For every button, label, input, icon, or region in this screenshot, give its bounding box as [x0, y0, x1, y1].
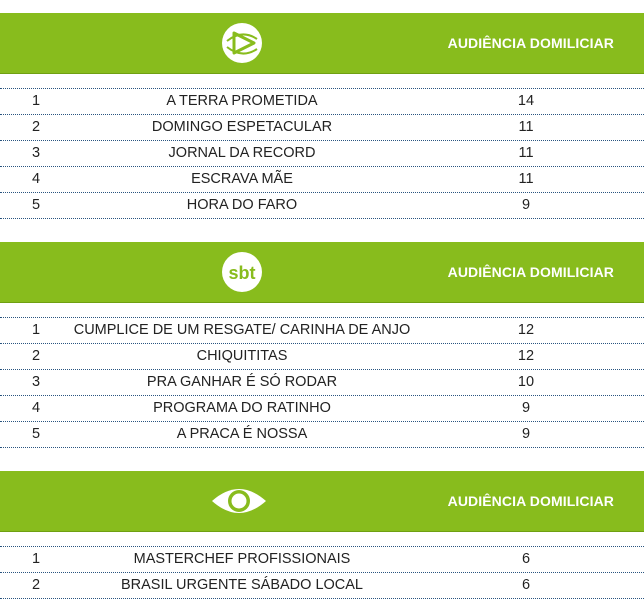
table-row: 1 MASTERCHEF PROFISSIONAIS 6 — [0, 546, 644, 572]
program-cell: ESCRAVA MÃE — [191, 171, 293, 187]
table-row: 5 A PRACA É NOSSA 9 — [0, 421, 644, 448]
record-logo-icon — [222, 23, 262, 63]
sbt-logo-icon: sbt — [222, 252, 262, 292]
rank-cell: 4 — [32, 400, 41, 416]
band-eye-logo-icon — [212, 489, 266, 513]
table-row: 2 BRASIL URGENTE SÁBADO LOCAL 6 — [0, 572, 644, 599]
table-row: 3 PRA GANHAR É SÓ RODAR 10 — [0, 369, 644, 395]
program-cell: PROGRAMA DO RATINHO — [153, 400, 331, 416]
audience-value-cell: 9 — [521, 197, 531, 213]
audience-value-cell: 10 — [517, 374, 535, 390]
ratings-section-band: AUDIÊNCIA DOMILICIAR 1 MASTERCHEF PROFIS… — [0, 471, 644, 599]
audience-value-cell: 11 — [518, 119, 534, 135]
ratings-section-sbt: sbt AUDIÊNCIA DOMILICIAR 1 CUMPLICE DE U… — [0, 242, 644, 448]
rank-cell: 5 — [32, 197, 41, 213]
sbt-logo-text: sbt — [229, 263, 256, 283]
table-row: 2 DOMINGO ESPETACULAR 11 — [0, 114, 644, 140]
audience-value-cell: 9 — [521, 400, 531, 416]
program-cell: HORA DO FARO — [186, 197, 298, 213]
table-row: 1 A TERRA PROMETIDA 14 — [0, 88, 644, 114]
table-row: 4 PROGRAMA DO RATINHO 9 — [0, 395, 644, 421]
table-row: 5 HORA DO FARO 9 — [0, 192, 644, 219]
audience-value-cell: 9 — [521, 426, 531, 442]
rank-cell: 3 — [32, 145, 41, 161]
table-row: 3 JORNAL DA RECORD 11 — [0, 140, 644, 166]
rank-cell: 2 — [32, 577, 41, 593]
program-cell: A PRACA É NOSSA — [176, 426, 308, 442]
column-title-audience: AUDIÊNCIA DOMILICIAR — [447, 493, 614, 509]
rank-cell: 2 — [32, 119, 41, 135]
program-cell: DOMINGO ESPETACULAR — [151, 119, 333, 135]
rank-cell: 1 — [32, 551, 41, 567]
audience-value-cell: 6 — [521, 577, 531, 593]
column-title-audience: AUDIÊNCIA DOMILICIAR — [447, 264, 614, 280]
audience-value-cell: 6 — [521, 551, 531, 567]
section-header: AUDIÊNCIA DOMILICIAR — [0, 13, 644, 74]
rank-cell: 1 — [32, 93, 41, 109]
program-cell: PRA GANHAR É SÓ RODAR — [146, 374, 338, 390]
program-cell: MASTERCHEF PROFISSIONAIS — [133, 551, 351, 567]
rank-cell: 1 — [32, 322, 41, 338]
ratings-table: 1 CUMPLICE DE UM RESGATE/ CARINHA DE ANJ… — [0, 317, 644, 448]
program-cell: CHIQUITITAS — [196, 348, 288, 364]
audience-value-cell: 12 — [517, 322, 535, 338]
ratings-section-record: AUDIÊNCIA DOMILICIAR 1 A TERRA PROMETIDA… — [0, 13, 644, 219]
program-cell: BRASIL URGENTE SÁBADO LOCAL — [120, 577, 363, 593]
audience-value-cell: 11 — [518, 171, 534, 187]
rank-cell: 3 — [32, 374, 41, 390]
table-row: 2 CHIQUITITAS 12 — [0, 343, 644, 369]
table-row: 4 ESCRAVA MÃE 11 — [0, 166, 644, 192]
rank-cell: 5 — [32, 426, 41, 442]
rank-cell: 2 — [32, 348, 41, 364]
column-title-audience: AUDIÊNCIA DOMILICIAR — [447, 35, 614, 51]
ratings-table: 1 MASTERCHEF PROFISSIONAIS 6 2 BRASIL UR… — [0, 546, 644, 599]
audience-value-cell: 11 — [518, 145, 534, 161]
rank-cell: 4 — [32, 171, 41, 187]
program-cell: A TERRA PROMETIDA — [166, 93, 318, 109]
program-cell: CUMPLICE DE UM RESGATE/ CARINHA DE ANJO — [73, 322, 411, 338]
audience-value-cell: 12 — [517, 348, 535, 364]
audience-value-cell: 14 — [517, 93, 535, 109]
section-header: sbt AUDIÊNCIA DOMILICIAR — [0, 242, 644, 303]
table-row: 1 CUMPLICE DE UM RESGATE/ CARINHA DE ANJ… — [0, 317, 644, 343]
section-header: AUDIÊNCIA DOMILICIAR — [0, 471, 644, 532]
ratings-table: 1 A TERRA PROMETIDA 14 2 DOMINGO ESPETAC… — [0, 88, 644, 219]
program-cell: JORNAL DA RECORD — [168, 145, 316, 161]
